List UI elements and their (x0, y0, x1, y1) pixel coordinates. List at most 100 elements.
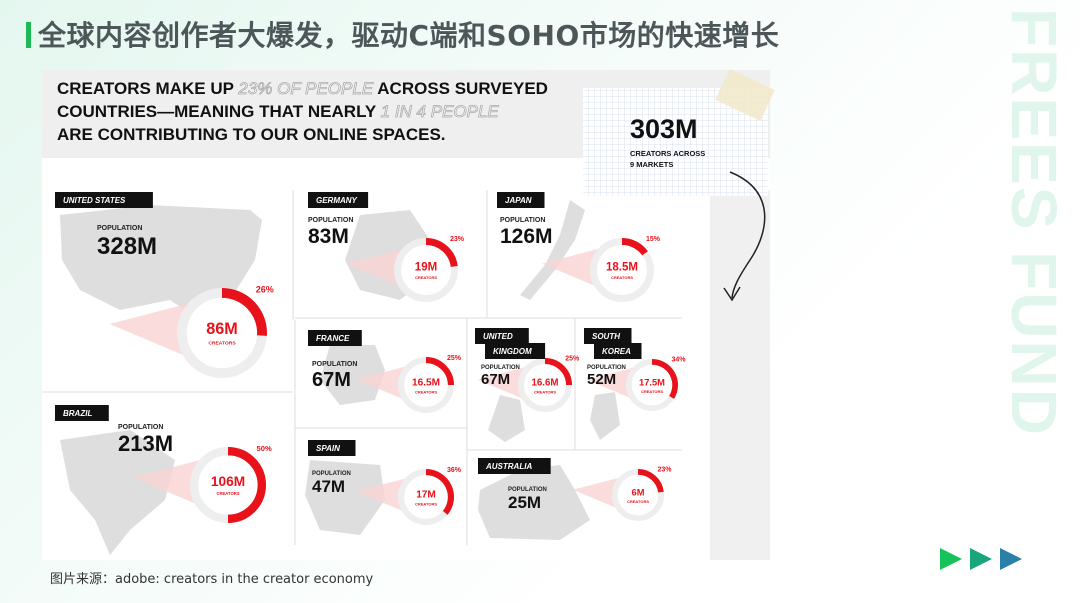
creator-count: 16.5M (412, 378, 440, 389)
country-map (320, 345, 385, 405)
arrow-icon-2 (970, 548, 992, 570)
population-value: 52M (587, 371, 616, 388)
country-map (520, 200, 585, 300)
creator-count: 6M (632, 488, 645, 498)
country-name-tag (55, 405, 109, 421)
tape (715, 69, 775, 121)
creators-label: CREATORS (208, 341, 236, 347)
country-name-tag (478, 458, 551, 474)
country-name-tag (497, 192, 545, 208)
note-value: 303M (630, 114, 698, 144)
headline-highlight: 1 IN 4 PEOPLE (381, 102, 500, 121)
creator-percent: 23% (658, 467, 673, 474)
country-name: AUSTRALIA (485, 462, 532, 471)
creator-count: 18.5M (606, 262, 638, 274)
country-name: SPAIN (316, 444, 340, 453)
side-strip (710, 190, 770, 560)
population-label: POPULATION (587, 365, 626, 371)
slide-title: 全球内容创作者大爆发，驱动C端和SOHO市场的快速增长 (38, 19, 780, 52)
creator-percent: 15% (646, 236, 661, 243)
creator-share-arc (425, 238, 458, 268)
creator-count: 16.6M (531, 378, 558, 389)
creator-share-arc (637, 469, 664, 493)
creator-percent: 26% (256, 285, 274, 295)
country-name: KOREA (602, 347, 631, 356)
arrow-icon-3 (1000, 548, 1022, 570)
country-map (478, 465, 590, 540)
population-label: POPULATION (308, 217, 353, 224)
creator-count: 17M (416, 490, 436, 501)
creator-percent: 50% (257, 444, 272, 453)
country-name-tag (55, 192, 153, 208)
headline-line: COUNTRIES—MEANING THAT NEARLY 1 IN 4 PEO… (57, 102, 499, 121)
country-name-tag (308, 330, 362, 346)
creator-share-arc (221, 288, 267, 336)
curved-arrow-icon (729, 171, 766, 299)
creators-label: CREATORS (641, 389, 663, 394)
creators-label: CREATORS (415, 275, 437, 280)
creators-label: CREATORS (217, 491, 240, 496)
population-label: POPULATION (312, 471, 351, 477)
country-name-tag (485, 343, 546, 359)
population-value: 83M (308, 225, 349, 248)
panel-dividers (42, 190, 682, 545)
creators-label: CREATORS (627, 499, 649, 504)
country-name-tag (475, 328, 529, 344)
creator-count: 106M (211, 474, 245, 489)
country-name: GERMANY (316, 196, 358, 205)
population-label: POPULATION (97, 225, 142, 232)
creator-percent: 23% (450, 236, 465, 243)
creator-percent: 25% (447, 355, 462, 362)
population-value: 67M (312, 369, 351, 391)
country-map (305, 460, 385, 535)
creator-percent: 36% (447, 467, 462, 474)
population-value: 213M (118, 431, 173, 456)
creator-count: 19M (415, 262, 437, 274)
image-source-caption: 图片来源：adobe: creators in the creator econ… (50, 572, 374, 587)
population-label: POPULATION (118, 424, 163, 431)
country-name-tag (308, 440, 356, 456)
country-name: BRAZIL (63, 409, 92, 418)
country-name-tag (594, 343, 642, 359)
headline-text: COUNTRIES—MEANING THAT NEARLY (57, 102, 381, 121)
headline-text: ACROSS SURVEYED (373, 79, 548, 98)
headline-line: CREATORS MAKE UP 23% OF PEOPLE ACROSS SU… (57, 79, 548, 98)
population-value: 25M (508, 493, 541, 512)
creator-count: 17.5M (639, 378, 665, 388)
country-name: FRANCE (316, 334, 350, 343)
country-name: JAPAN (505, 196, 532, 205)
country-name-tag (584, 328, 632, 344)
country-map (590, 392, 620, 440)
country-name-tag (308, 192, 369, 208)
population-label: POPULATION (312, 361, 357, 368)
headline-text: CREATORS MAKE UP (57, 79, 238, 98)
creators-label: CREATORS (534, 389, 556, 394)
country-map (60, 430, 175, 555)
headline-line: ARE CONTRIBUTING TO OUR ONLINE SPACES. (57, 125, 446, 144)
population-value: 67M (481, 371, 510, 388)
title-accent-bar (26, 22, 31, 48)
country-name: UNITED STATES (63, 196, 126, 205)
country-panel-united-states: 26% 86M CREATORS UNITED STATES POPULATION328… (55, 192, 274, 379)
note-line1: CREATORS ACROSS (630, 149, 705, 158)
creator-share-arc (621, 238, 648, 256)
total-creators-note: 303M CREATORS ACROSS 9 MARKETS (583, 69, 775, 302)
creator-share-arc (425, 469, 454, 515)
arrow-head-icon (723, 286, 741, 302)
population-label: POPULATION (500, 217, 545, 224)
headline-text: ARE CONTRIBUTING TO OUR ONLINE SPACES. (57, 125, 446, 144)
creator-percent: 25% (565, 356, 580, 363)
population-value: 47M (312, 477, 345, 496)
arrow-icon-1 (940, 548, 962, 570)
population-value: 126M (500, 225, 553, 248)
headline-highlight: 23% OF PEOPLE (237, 79, 373, 98)
creators-label: CREATORS (415, 501, 437, 506)
